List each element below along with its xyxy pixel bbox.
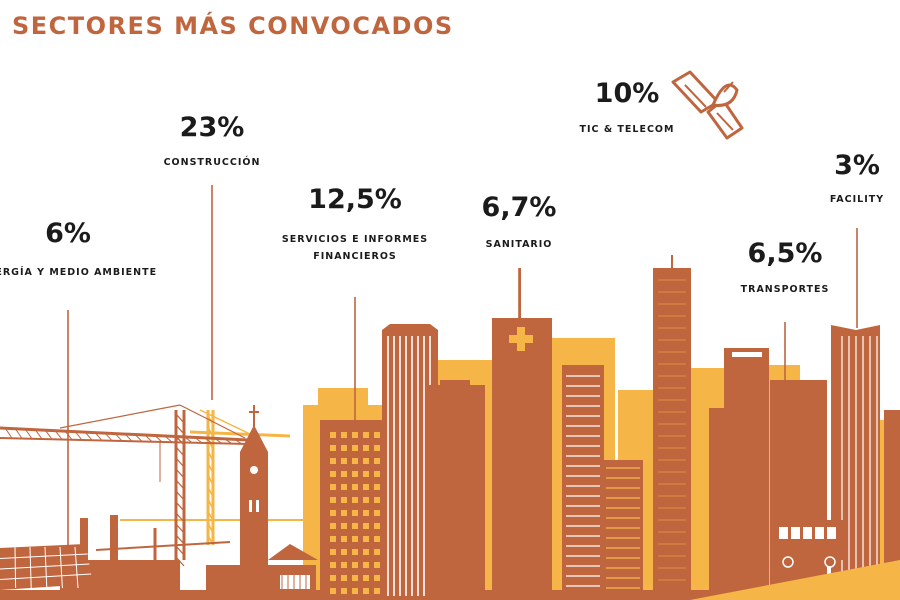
crane <box>120 409 310 546</box>
value-label: 6% <box>45 218 91 249</box>
value-label: 23% <box>179 112 245 143</box>
skyline-buildings <box>0 255 900 600</box>
category-label: ENERGÍA Y MEDIO AMBIENTE <box>0 267 158 278</box>
building <box>562 365 604 600</box>
solar-panels <box>0 544 92 590</box>
value-label: 6,7% <box>481 192 557 223</box>
building <box>770 380 827 600</box>
value-label: 12,5% <box>308 184 402 215</box>
crane <box>0 404 249 567</box>
chart-title: SECTORES MÁS CONVOCADOS <box>12 12 454 40</box>
road <box>690 560 900 600</box>
category-label: SANITARIO <box>485 239 553 250</box>
satellite-icon <box>671 70 744 140</box>
church <box>206 405 318 600</box>
category-label: SERVICIOS E INFORMES FINANCIEROS <box>281 234 429 262</box>
category-label: CONSTRUCCIÓN <box>163 157 261 168</box>
bus-icon <box>773 520 845 568</box>
building <box>653 255 691 600</box>
category-label: TIC & TELECOM <box>579 124 675 135</box>
category-label: TRANSPORTES <box>740 284 830 295</box>
building <box>425 385 485 600</box>
value-label: 3% <box>834 150 880 181</box>
chimney <box>110 515 118 577</box>
leader-lines <box>67 185 858 548</box>
category-label: FACILITY <box>829 194 885 205</box>
building-hospital <box>492 268 552 600</box>
medical-cross-icon <box>509 327 533 351</box>
value-label: 6,5% <box>747 238 823 269</box>
building <box>724 348 769 600</box>
value-label: 10% <box>594 78 660 109</box>
